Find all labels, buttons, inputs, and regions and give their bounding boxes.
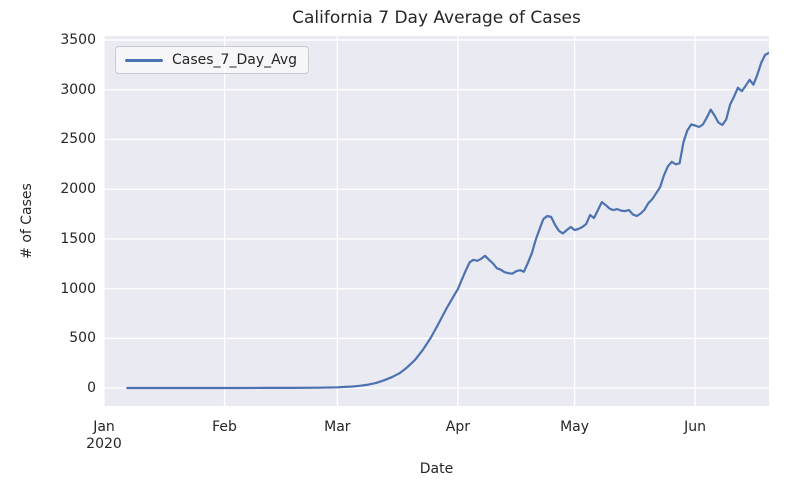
x-tick-label: Feb	[185, 419, 265, 436]
x-tick-month: Jun	[684, 419, 707, 435]
gridlines	[104, 36, 769, 406]
x-tick-year: 2020	[86, 436, 122, 452]
cases-line	[126, 51, 769, 390]
x-tick-label: May	[535, 419, 615, 436]
y-tick-label: 0	[87, 380, 96, 397]
x-tick-month: Jan	[93, 419, 115, 435]
y-tick-label: 3500	[60, 31, 96, 48]
y-tick-label: 3000	[60, 81, 96, 98]
y-tick-label: 1000	[60, 280, 96, 297]
x-axis-label: Date	[419, 461, 454, 477]
chart-title: California 7 Day Average of Cases	[292, 8, 581, 28]
x-tick-label: Apr	[418, 419, 498, 436]
x-tick-month: Mar	[324, 419, 351, 435]
y-tick-label: 1500	[60, 230, 96, 247]
legend-series-label: Cases_7_Day_Avg	[172, 52, 298, 68]
legend-line-swatch	[125, 58, 163, 62]
y-tick-label: 500	[69, 330, 96, 347]
plot-area: Cases_7_Day_Avg	[104, 36, 769, 406]
x-tick-label: Jun	[655, 419, 735, 436]
x-tick-month: May	[560, 419, 590, 435]
y-tick-label: 2500	[60, 131, 96, 148]
x-tick-label: Mar	[297, 419, 377, 436]
x-tick-month: Feb	[212, 419, 237, 435]
plot-background	[104, 36, 769, 406]
x-tick-label: Jan 2020	[64, 419, 144, 453]
x-tick-month: Apr	[445, 419, 470, 435]
legend: Cases_7_Day_Avg	[115, 46, 310, 74]
plot-svg	[104, 36, 769, 406]
y-tick-label: 2000	[60, 181, 96, 198]
